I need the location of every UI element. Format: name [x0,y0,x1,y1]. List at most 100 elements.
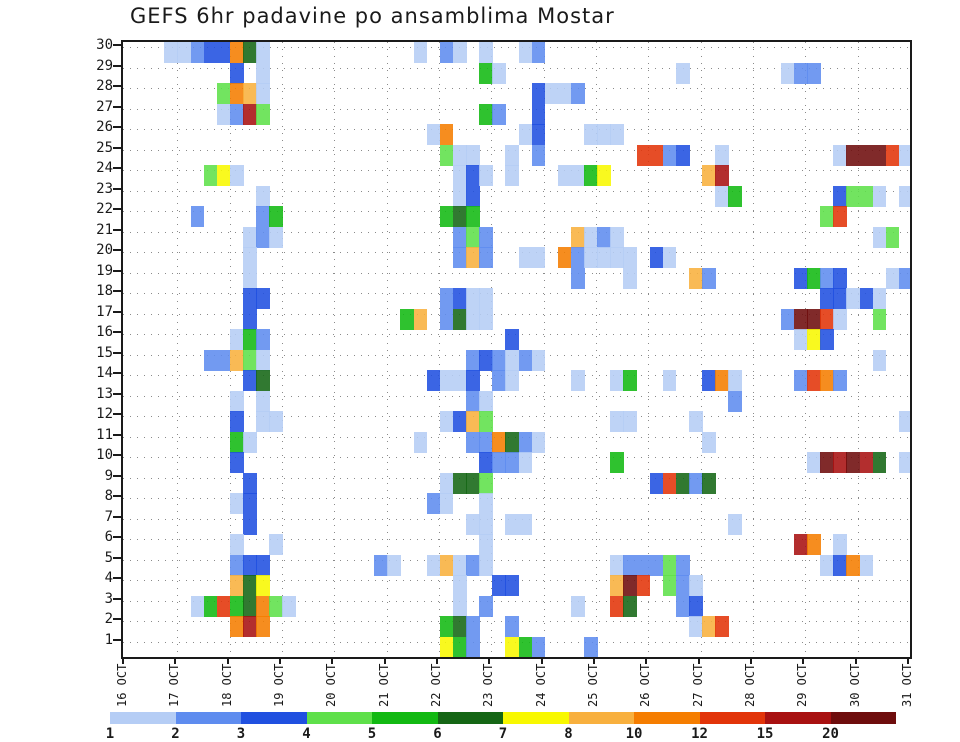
colorbar-label: 6 [433,726,442,742]
x-tick [331,657,334,664]
colorbar-segment [568,712,634,724]
y-tick [113,228,121,231]
heatmap-cell [833,267,847,289]
heatmap-cell [859,185,874,207]
y-axis-label: 4 [104,570,113,586]
grid-line-v [386,42,388,657]
heatmap-cell [203,595,218,617]
colorbar-segment [372,712,438,724]
heatmap-cell [492,370,506,391]
x-axis-label: 19 OCT [272,663,286,707]
heatmap-cell [675,554,690,576]
heatmap-cell [518,513,533,535]
heatmap-cell [636,575,651,596]
heatmap-cell [466,144,480,166]
grid-line-v [753,42,754,657]
heatmap-cell [256,554,270,576]
plot-area [123,42,910,657]
plot-frame [121,40,912,659]
heatmap-cell [531,124,546,145]
heatmap-cell [885,226,900,248]
grid-line-h [123,477,910,479]
y-tick [113,105,121,108]
heatmap-cell [229,411,244,432]
heatmap-cell [426,493,441,514]
heatmap-cell [885,267,900,289]
heatmap-cell [452,575,467,596]
heatmap-cell [243,103,257,125]
heatmap-cell [190,42,205,63]
heatmap-cell [466,390,480,412]
heatmap-cell [439,411,454,432]
heatmap-cell [531,636,546,657]
heatmap-cell [675,595,690,617]
heatmap-cell [439,493,454,514]
x-axis-label: 30 OCT [847,663,862,707]
heatmap-cell [597,165,611,186]
heatmap-cell [518,636,533,657]
colorbar-label: 7 [498,726,508,742]
heatmap-cell [164,42,178,63]
x-tick [750,657,752,664]
heatmap-cell [190,206,205,227]
heatmap-cell [505,165,519,186]
heatmap-cell [479,308,493,330]
heatmap-cell [518,349,533,371]
colorbar-segment [306,712,372,724]
y-tick [113,433,121,436]
y-axis-label: 27 [96,98,113,115]
heatmap-cell [256,595,270,617]
heatmap-cell [584,165,598,186]
heatmap-cell [229,493,244,514]
heatmap-cell [570,370,585,391]
heatmap-cell [833,206,847,227]
heatmap-cell [859,288,874,309]
grid-line-h [123,231,910,233]
x-axis-label: 20 OCT [324,663,339,707]
heatmap-cell [505,349,519,371]
heatmap-cell [689,411,703,432]
heatmap-cell [243,616,257,637]
y-axis-label: 6 [104,529,113,545]
y-axis-label: 30 [96,37,113,53]
heatmap-cell [492,103,506,125]
heatmap-cell [610,575,624,596]
x-axis-label: 16 OCT [115,663,129,707]
heatmap-cell [492,575,506,596]
heatmap-cell [846,452,861,473]
heatmap-cell [479,595,493,617]
heatmap-cell [426,124,441,145]
heatmap-cell [518,431,533,453]
heatmap-cell [702,370,716,391]
x-tick [802,657,805,664]
y-axis-label: 5 [104,549,113,566]
heatmap-cell [597,247,611,268]
y-axis-label: 24 [96,160,113,176]
heatmap-cell [820,329,834,350]
heatmap-cell [466,349,480,371]
heatmap-cell [505,513,519,535]
heatmap-cell [833,185,847,207]
heatmap-cell [256,226,270,248]
heatmap-cell [584,247,598,268]
heatmap-cell [675,144,690,166]
heatmap-cell [636,554,651,576]
heatmap-cell [452,185,467,207]
x-tick [593,657,595,664]
colorbar-segment [634,712,700,724]
heatmap-cell [479,472,493,494]
y-tick [113,64,121,67]
heatmap-cell [689,267,703,289]
grid-line-h [123,498,910,499]
grid-line-v [857,42,859,657]
heatmap-cell [649,247,664,268]
heatmap-cell [413,42,428,63]
heatmap-cell [793,267,808,289]
y-axis-label: 28 [96,78,113,94]
heatmap-cell [452,411,467,432]
heatmap-cell [662,370,677,391]
heatmap-cell [898,185,910,207]
heatmap-cell [715,370,729,391]
heatmap-cell [505,575,519,596]
colorbar [110,712,896,724]
